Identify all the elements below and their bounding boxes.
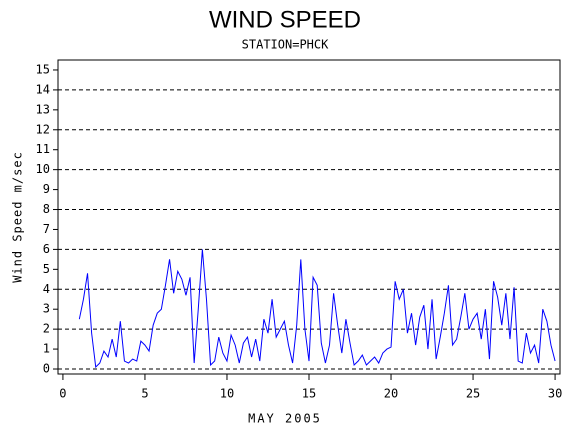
y-tick-label: 11 [36, 142, 50, 156]
y-tick-label: 9 [43, 182, 50, 196]
x-tick-label: 5 [141, 387, 148, 401]
x-tick-label: 20 [384, 387, 398, 401]
x-tick-label: 10 [220, 387, 234, 401]
y-tick-label: 12 [36, 122, 50, 136]
x-tick-label: 25 [466, 387, 480, 401]
y-tick-label: 0 [43, 362, 50, 376]
chart-subtitle: STATION=PHCK [242, 38, 329, 52]
y-tick-label: 4 [43, 282, 50, 296]
y-tick-label: 8 [43, 202, 50, 216]
x-tick-label: 0 [59, 387, 66, 401]
x-axis-label: MAY 2005 [248, 412, 322, 426]
y-tick-label: 14 [36, 82, 50, 96]
data-line [78, 249, 556, 369]
y-tick-label: 13 [36, 102, 50, 116]
y-tick-label: 2 [43, 322, 50, 336]
x-tick-label: 15 [302, 387, 316, 401]
y-tick-label: 7 [43, 222, 50, 236]
chart-title: WIND SPEED [209, 6, 361, 33]
y-tick-label: 6 [43, 242, 50, 256]
plot-frame [57, 59, 561, 375]
x-tick-label: 30 [548, 387, 562, 401]
y-tick-label: 5 [43, 262, 50, 276]
y-tick-label: 10 [36, 162, 50, 176]
y-tick-label: 3 [43, 302, 50, 316]
y-axis-label: Wind Speed m/sec [11, 151, 25, 283]
y-tick-label: 15 [36, 62, 50, 76]
y-tick-label: 1 [43, 342, 50, 356]
